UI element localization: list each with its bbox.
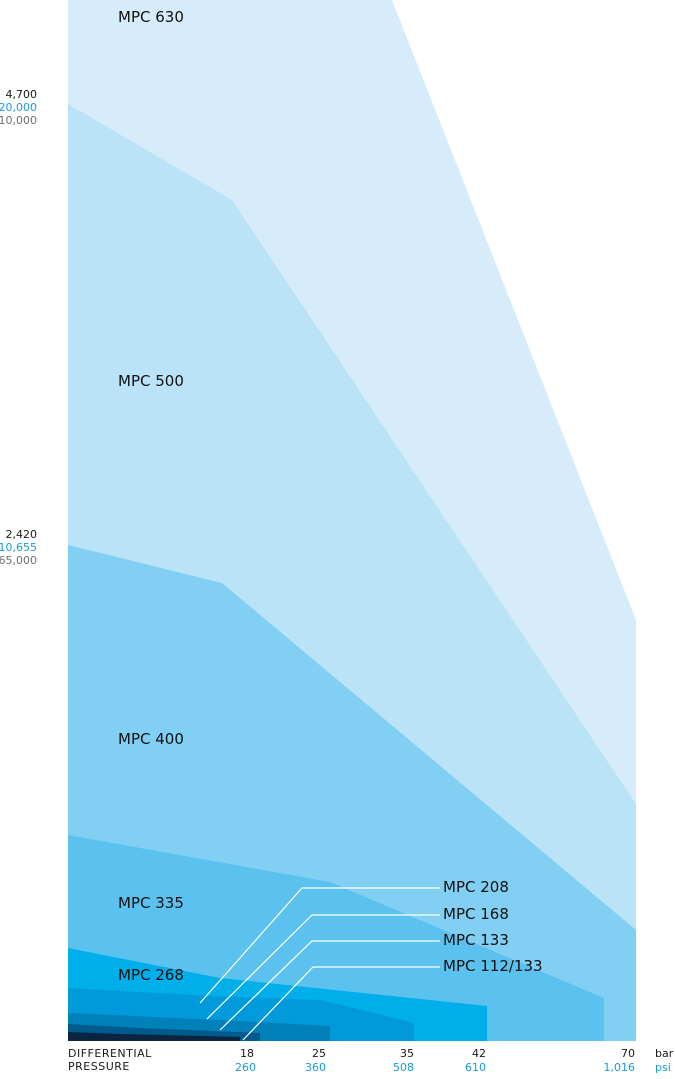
x-tick-psi-508: 508	[393, 1061, 414, 1074]
x-tick-bar-35: 35	[400, 1047, 414, 1060]
series-label-mpc-400: MPC 400	[118, 730, 184, 748]
leader-lines	[199, 887, 440, 1041]
x-tick-psi-360: 360	[305, 1061, 326, 1074]
series-label-mpc-268: MPC 268	[118, 966, 184, 984]
chart-areas	[68, 0, 636, 1041]
x-axis-title: DIFFERENTIAL PRESSURE	[68, 1047, 152, 1073]
x-tick-bar-42: 42	[472, 1047, 486, 1060]
area-mpc-112-133	[68, 1032, 240, 1041]
x-tick-bar-70: 70	[621, 1047, 635, 1060]
x-tick-bar-18: 18	[240, 1047, 254, 1060]
series-label-mpc-208: MPC 208	[443, 878, 509, 896]
y-tick-upper-bar: 4,700	[5, 88, 38, 101]
x-tick-bar-25: 25	[312, 1047, 326, 1060]
leader-line-mpc-133	[219, 940, 440, 1031]
series-label-mpc-500: MPC 500	[118, 372, 184, 390]
y-tick-lower-grey: 365,000	[0, 554, 37, 567]
x-unit-psi: psi	[655, 1061, 671, 1074]
y-tick-upper-grey: 710,000	[0, 114, 37, 127]
series-label-mpc-630: MPC 630	[118, 8, 184, 26]
x-tick-psi-1016: 1,016	[603, 1061, 636, 1074]
series-label-mpc-335: MPC 335	[118, 894, 184, 912]
x-unit-bar: bar	[655, 1047, 674, 1060]
y-tick-lower-bar: 2,420	[5, 528, 38, 541]
y-tick-lower-psi: 10,655	[0, 541, 37, 554]
series-label-mpc-168: MPC 168	[443, 905, 509, 923]
leader-line-mpc-208	[199, 887, 440, 1004]
y-tick-lower: 2,420 10,655 365,000	[0, 528, 37, 567]
y-tick-upper: 4,700 20,000 710,000	[0, 88, 37, 127]
x-tick-psi-260: 260	[235, 1061, 256, 1074]
x-tick-psi-610: 610	[465, 1061, 486, 1074]
leader-line-mpc-168	[206, 914, 440, 1020]
leader-line-mpc-112-133	[242, 966, 440, 1041]
y-tick-upper-psi: 20,000	[0, 101, 37, 114]
series-label-mpc-112-133: MPC 112/133	[443, 957, 543, 975]
series-label-mpc-133: MPC 133	[443, 931, 509, 949]
